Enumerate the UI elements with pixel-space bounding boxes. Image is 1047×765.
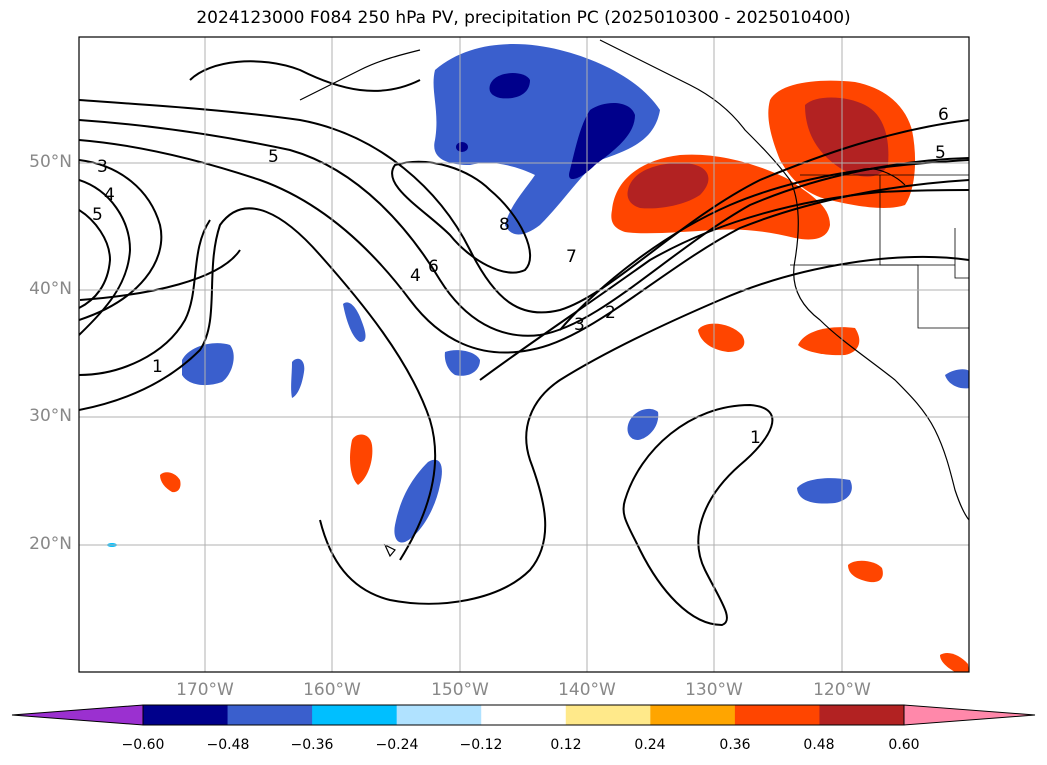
contour-label: 3 [97, 157, 108, 177]
colorbar-segment [481, 705, 567, 725]
lon-label: 120°W [813, 680, 871, 700]
colorbar-segment [227, 705, 313, 725]
gridlines [79, 37, 969, 672]
colorbar-tick-label: −0.24 [375, 737, 419, 753]
colorbar-segment [143, 705, 229, 725]
map-title: 2024123000 F084 250 hPa PV, precipitatio… [196, 8, 851, 28]
colorbar-segment [819, 705, 905, 725]
lat-label: 30°N [29, 406, 72, 426]
lat-label: 50°N [29, 152, 72, 172]
contour-label: 5 [92, 205, 103, 225]
lat-label: 20°N [29, 534, 72, 554]
contour-label: 6 [938, 105, 949, 125]
contour-labels: 3 4 5 5 6 4 8 7 3 2 1 1 6 5 [92, 105, 949, 448]
lon-label: 130°W [685, 680, 743, 700]
colorbar-tick-label: −0.36 [290, 737, 334, 753]
lon-label: 170°W [176, 680, 234, 700]
contour-label: 7 [566, 247, 577, 267]
colorbar-segment [396, 705, 482, 725]
lon-label: 160°W [303, 680, 361, 700]
colorbar-tick-label: 0.60 [888, 737, 920, 753]
contour-label: 8 [499, 215, 510, 235]
colorbar-segment [312, 705, 398, 725]
colorbar-tick-label: 0.36 [719, 737, 751, 753]
coastlines [299, 39, 969, 558]
negative-precip-areas [107, 44, 969, 547]
map-panel: 3 4 5 5 6 4 8 7 3 2 1 1 6 5 [78, 36, 970, 673]
contour-label: 6 [428, 257, 439, 277]
contour-label: 5 [268, 147, 279, 167]
contour-label: 1 [750, 428, 761, 448]
map-frame [78, 36, 970, 673]
colorbar-tick-label: 0.48 [803, 737, 835, 753]
colorbar-tick-label: 0.12 [550, 737, 582, 753]
lat-label: 40°N [29, 279, 72, 299]
lon-label: 140°W [558, 680, 616, 700]
state-borders [790, 174, 969, 329]
contour-label: 5 [935, 143, 946, 163]
colorbar-high-extension [903, 704, 1036, 726]
colorbar-low-extension [11, 704, 144, 726]
colorbar-segment [565, 705, 651, 725]
colorbar-frame [142, 704, 905, 726]
colorbar-tick-label: −0.12 [459, 737, 503, 753]
colorbar-tick-label: 0.24 [634, 737, 666, 753]
contour-label: 2 [605, 303, 616, 323]
colorbar-segment [650, 705, 736, 725]
colorbar-tick-label: −0.60 [121, 737, 165, 753]
contour-label: 1 [152, 357, 163, 377]
contour-label: 3 [574, 315, 585, 335]
lon-label: 150°W [431, 680, 489, 700]
colorbar-segment [734, 705, 820, 725]
contour-label: 4 [104, 185, 115, 205]
pv-contours [79, 60, 969, 627]
contour-label: 4 [410, 266, 421, 286]
colorbar [11, 704, 1036, 726]
colorbar-tick-label: −0.48 [206, 737, 250, 753]
